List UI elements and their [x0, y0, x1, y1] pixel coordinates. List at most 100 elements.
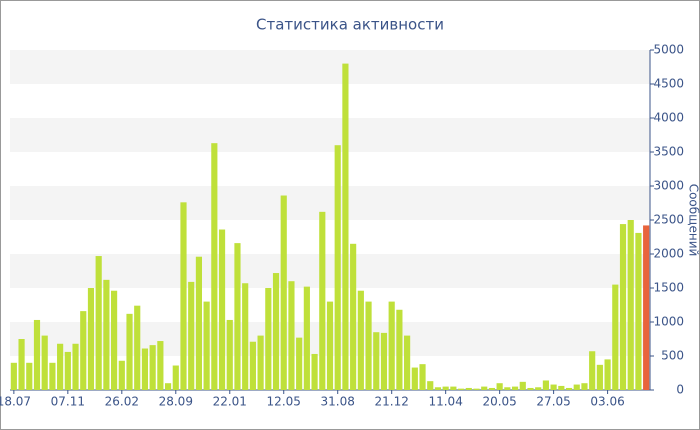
bar	[380, 332, 388, 390]
bar	[141, 348, 149, 390]
bar	[458, 388, 465, 390]
bar	[57, 343, 64, 390]
bar	[465, 387, 472, 390]
bar	[573, 384, 580, 390]
x-tick-label: 26.02	[105, 395, 139, 409]
x-tick-label: 31.08	[321, 395, 355, 409]
bar	[419, 364, 426, 390]
bar	[450, 386, 457, 390]
bar	[164, 383, 172, 390]
bar	[149, 345, 156, 390]
bar	[604, 359, 611, 390]
bar	[111, 290, 118, 390]
bar	[87, 288, 95, 390]
bar	[118, 360, 125, 390]
bar	[488, 387, 496, 390]
bar	[504, 387, 511, 390]
bar	[411, 367, 418, 390]
bar	[211, 143, 218, 390]
bar	[234, 243, 241, 390]
y-tick-label: 0	[676, 383, 684, 397]
bar	[18, 339, 25, 390]
y-axis-label: Сообщений	[687, 184, 700, 257]
grid-band	[10, 118, 650, 152]
bar	[627, 220, 634, 390]
bar	[396, 309, 403, 390]
bar	[26, 362, 33, 390]
bar	[272, 273, 280, 390]
bar	[542, 380, 549, 390]
bar	[442, 386, 449, 390]
x-tick-label: 07.11	[51, 395, 85, 409]
bar	[342, 63, 349, 390]
x-tick-label: 20.05	[482, 395, 516, 409]
bar	[95, 256, 102, 390]
y-tick-label: 4500	[653, 77, 684, 91]
bar	[388, 301, 395, 390]
grid-band	[10, 50, 650, 84]
x-tick-label: 22.01	[213, 395, 247, 409]
y-tick-label: 5000	[653, 43, 684, 57]
y-tick-label: 1500	[653, 281, 684, 295]
x-tick-label: 11.04	[428, 395, 462, 409]
bar	[581, 383, 588, 390]
y-tick-label: 1000	[653, 315, 684, 329]
bar	[519, 381, 526, 390]
grid-band	[10, 254, 650, 288]
x-tick-label: 18.07	[0, 395, 31, 409]
bar	[33, 319, 41, 390]
bar	[242, 283, 249, 390]
bar	[527, 387, 534, 390]
bar	[172, 365, 179, 390]
bar	[373, 332, 380, 390]
bar	[427, 381, 434, 390]
y-tick-label: 2000	[653, 247, 684, 261]
bar	[180, 202, 187, 390]
bar	[157, 341, 164, 390]
bar	[496, 383, 503, 390]
bar	[10, 362, 17, 390]
y-tick-label: 2500	[653, 213, 684, 227]
bar	[550, 384, 557, 390]
bar	[134, 305, 141, 390]
x-tick-label: 03.06	[590, 395, 624, 409]
x-tick-label: 27.05	[536, 395, 570, 409]
x-tick-label: 28.09	[159, 395, 193, 409]
bar	[326, 301, 334, 390]
bar	[257, 335, 264, 390]
bar	[589, 351, 596, 390]
bar	[612, 284, 619, 390]
bar	[434, 387, 442, 390]
bar	[565, 387, 573, 390]
bar	[288, 281, 295, 390]
bar	[511, 386, 519, 390]
chart-title: Статистика активности	[256, 16, 444, 34]
y-tick-label: 3500	[653, 145, 684, 159]
bar	[49, 362, 56, 390]
bar	[404, 335, 411, 390]
bar	[195, 256, 202, 390]
bar	[203, 301, 210, 390]
bar	[80, 311, 87, 390]
bar	[596, 364, 603, 390]
bar	[535, 387, 542, 390]
bar	[473, 388, 480, 390]
bar	[41, 335, 48, 390]
bar	[226, 319, 233, 390]
bar	[303, 286, 310, 390]
bar	[296, 337, 303, 390]
bar	[311, 353, 318, 390]
y-tick-label: 3000	[653, 179, 684, 193]
bar	[481, 386, 488, 390]
bar	[280, 195, 287, 390]
x-tick-label: 21.12	[375, 395, 409, 409]
bar	[72, 343, 79, 390]
bar	[643, 225, 650, 390]
x-tick-label: 12.05	[267, 395, 301, 409]
grid-band	[10, 186, 650, 220]
bar	[558, 385, 565, 390]
y-tick-label: 4000	[653, 111, 684, 125]
bar	[103, 279, 110, 390]
bar	[218, 229, 226, 390]
